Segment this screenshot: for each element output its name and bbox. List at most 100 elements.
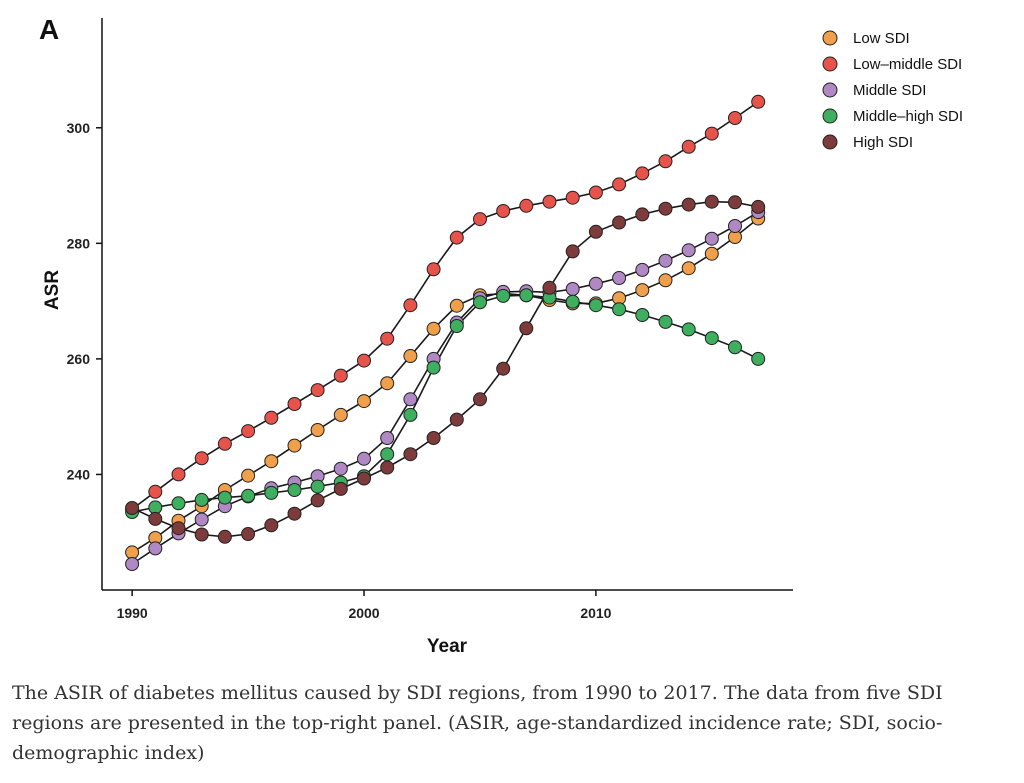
data-point xyxy=(565,190,580,205)
data-point xyxy=(704,246,719,261)
data-point xyxy=(125,545,140,560)
data-point xyxy=(264,518,279,533)
legend: Low SDI Low–middle SDI Middle SDI Middle–hi… xyxy=(822,30,963,151)
data-point xyxy=(565,282,580,296)
data-point xyxy=(310,479,325,494)
data-point xyxy=(728,111,742,125)
data-point xyxy=(565,294,580,309)
data-point xyxy=(542,194,557,209)
data-point xyxy=(125,557,140,571)
data-point xyxy=(287,397,302,411)
data-point xyxy=(264,485,279,500)
x-tick-label: 2010 xyxy=(580,605,611,621)
data-point xyxy=(171,467,186,482)
data-point xyxy=(357,471,371,486)
series-line-3 xyxy=(131,294,759,513)
data-point xyxy=(380,460,395,475)
data-point xyxy=(380,431,395,445)
data-point xyxy=(728,340,742,355)
data-point xyxy=(751,94,766,109)
data-point xyxy=(496,288,511,303)
data-point xyxy=(380,376,395,391)
data-point xyxy=(519,321,534,336)
data-point xyxy=(310,383,325,398)
data-point xyxy=(426,321,441,336)
data-point xyxy=(217,529,232,544)
data-point xyxy=(333,481,348,496)
y-tick-label: 280 xyxy=(67,235,91,251)
data-point xyxy=(310,423,325,437)
data-point xyxy=(704,231,719,246)
data-point xyxy=(658,201,673,216)
data-point xyxy=(728,195,742,210)
data-point xyxy=(635,283,650,298)
data-point xyxy=(125,501,140,515)
x-tick-label: 2000 xyxy=(348,605,379,621)
data-point xyxy=(658,314,673,329)
series-lines xyxy=(131,101,759,565)
data-point xyxy=(612,215,627,230)
data-point xyxy=(449,298,464,313)
legend-label: Middle SDI xyxy=(853,82,926,99)
data-point xyxy=(194,492,209,507)
data-point xyxy=(148,541,163,556)
data-point xyxy=(496,204,511,218)
data-point xyxy=(403,447,418,462)
x-tick-label: 1990 xyxy=(117,605,148,621)
y-axis-title: ASR xyxy=(42,270,63,310)
data-point xyxy=(194,451,209,466)
data-point xyxy=(565,244,580,259)
data-point xyxy=(496,361,511,376)
data-point xyxy=(241,527,256,541)
data-point xyxy=(681,261,696,276)
data-point xyxy=(426,262,441,277)
data-point xyxy=(148,484,163,499)
series-points xyxy=(125,94,766,571)
data-point xyxy=(588,298,603,313)
data-point xyxy=(287,438,302,453)
data-point xyxy=(519,198,534,213)
data-point xyxy=(473,295,487,310)
data-point xyxy=(612,177,627,192)
data-point xyxy=(588,224,603,239)
data-point xyxy=(751,351,766,366)
data-point xyxy=(217,490,232,505)
data-point xyxy=(403,298,418,313)
data-point xyxy=(635,166,650,181)
data-point xyxy=(194,527,209,542)
y-tick-label: 300 xyxy=(67,120,91,136)
legend-marker xyxy=(822,82,838,98)
legend-marker xyxy=(822,108,838,124)
data-point xyxy=(473,212,487,227)
data-point xyxy=(704,126,719,141)
data-point xyxy=(194,512,209,527)
series-line-4 xyxy=(131,200,759,538)
data-point xyxy=(635,207,650,222)
data-point xyxy=(635,308,650,322)
panel-label: A xyxy=(39,14,59,45)
data-point xyxy=(333,407,348,422)
legend-marker xyxy=(822,30,838,46)
legend-marker xyxy=(822,134,838,150)
data-point xyxy=(171,496,186,511)
chart-svg: A 1990 2000 2010 240 260 280 300 Year ASR Low … xyxy=(39,14,963,657)
data-point xyxy=(403,392,418,407)
data-point xyxy=(449,230,464,245)
data-point xyxy=(148,511,163,526)
data-point xyxy=(681,197,696,212)
data-point xyxy=(588,185,603,200)
data-point xyxy=(241,488,256,503)
figure-caption: The ASIR of diabetes mellitus caused by … xyxy=(12,682,943,764)
legend-marker xyxy=(822,56,838,72)
data-point xyxy=(310,493,325,508)
x-axis-title: Year xyxy=(427,636,468,657)
series-line-1 xyxy=(131,101,759,510)
data-point xyxy=(658,154,673,169)
data-point xyxy=(704,331,719,346)
data-point xyxy=(403,407,418,422)
data-point xyxy=(241,424,256,439)
data-point xyxy=(426,431,441,445)
data-point xyxy=(635,262,650,277)
data-point xyxy=(357,353,371,368)
data-point xyxy=(728,219,742,233)
